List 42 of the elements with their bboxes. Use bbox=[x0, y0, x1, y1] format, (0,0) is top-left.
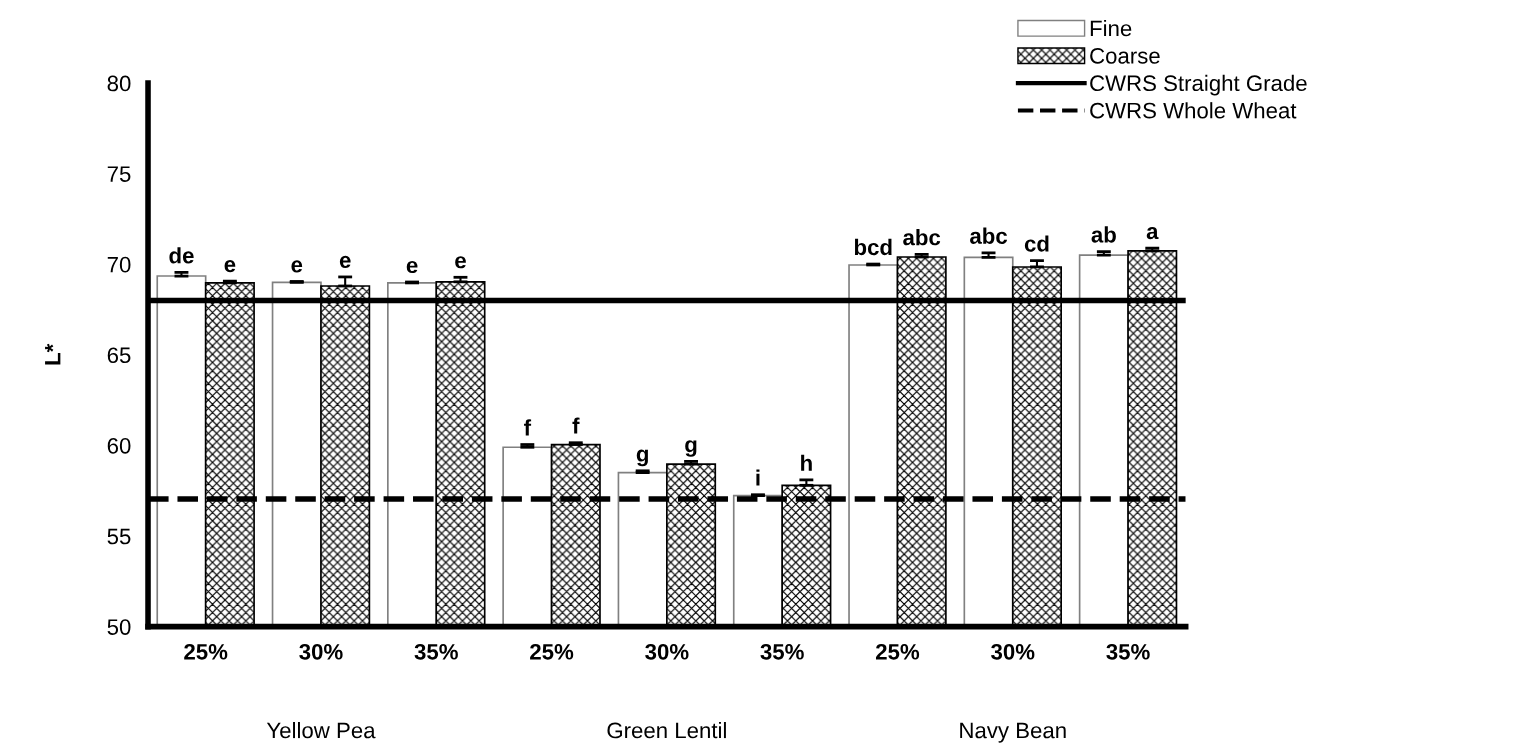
x-tick-label: 30% bbox=[299, 643, 343, 660]
data-label: ab bbox=[1091, 226, 1116, 243]
data-label: cd bbox=[1024, 235, 1049, 252]
data-label: e bbox=[291, 260, 303, 273]
data-label: e bbox=[339, 255, 351, 269]
data-label: f bbox=[572, 417, 580, 434]
data-label: abc bbox=[903, 229, 941, 246]
x-tick-label: 30% bbox=[991, 643, 1035, 660]
x-tick-label: 25% bbox=[875, 643, 920, 660]
legend-label: Coarse bbox=[1090, 47, 1160, 64]
data-label: h bbox=[801, 454, 812, 471]
x-tick-label: 35% bbox=[760, 643, 804, 660]
data-label: g bbox=[636, 449, 648, 467]
data-label: e bbox=[406, 260, 418, 274]
x-tick-label: 35% bbox=[1106, 643, 1150, 660]
y-tick-label: 75 bbox=[107, 166, 131, 182]
data-label: a bbox=[1146, 227, 1159, 240]
data-label: de bbox=[169, 247, 194, 264]
data-label: e bbox=[224, 260, 236, 273]
y-tick-label: 50 bbox=[107, 619, 131, 635]
data-label: f bbox=[524, 419, 532, 436]
y-tick-label: 70 bbox=[107, 256, 131, 273]
text: Yellow Pea bbox=[266, 721, 376, 739]
legend-label: CWRS Whole Wheat bbox=[1090, 102, 1297, 119]
text: Navy Bean bbox=[960, 722, 1066, 743]
y-tick-label: 55 bbox=[107, 528, 131, 545]
data-label: i bbox=[756, 469, 760, 486]
x-tick-label: 35% bbox=[414, 643, 458, 660]
x-tick-label: 25% bbox=[184, 643, 228, 660]
x-tick-label: 25% bbox=[530, 643, 574, 660]
text: Green Lentil bbox=[607, 721, 726, 739]
y-tick-label: 65 bbox=[107, 347, 131, 364]
y-tick-label: 60 bbox=[107, 437, 131, 454]
x-tick-label: 30% bbox=[645, 643, 689, 660]
data-label: bcd bbox=[854, 238, 892, 256]
data-label: e bbox=[455, 256, 466, 269]
legend-label: Fine bbox=[1090, 20, 1132, 37]
y-axis-title: L* bbox=[45, 343, 61, 365]
y-tick-label: 80 bbox=[107, 75, 131, 92]
legend-label: CWRS Straight Grade bbox=[1090, 74, 1307, 96]
data-label: abc bbox=[970, 227, 1008, 244]
data-label: g bbox=[685, 440, 697, 457]
